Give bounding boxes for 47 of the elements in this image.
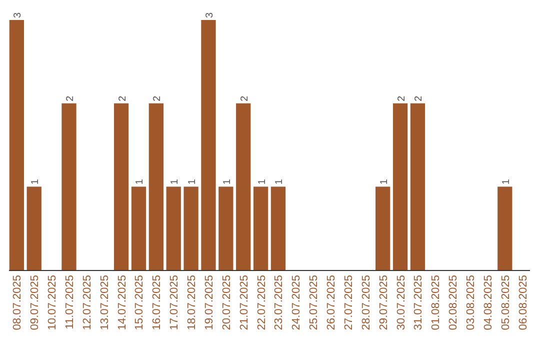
x-tick-label: 25.07.2025 (308, 275, 320, 330)
x-tick-label: 06.08.2025 (517, 275, 530, 330)
x-tick-label: 10.07.2025 (46, 275, 59, 330)
x-tick-label: 04.08.2025 (482, 275, 494, 330)
x-tick-label: 19.07.2025 (203, 275, 216, 330)
x-tick-label: 23.07.2025 (273, 275, 286, 330)
data-label: 1 (274, 178, 286, 185)
x-tick-label: 05.08.2025 (500, 275, 512, 330)
x-tick-label: 29.07.2025 (378, 275, 390, 330)
data-label: 1 (187, 178, 198, 185)
x-tick-label: 14.07.2025 (116, 275, 128, 330)
data-label: 2 (239, 95, 250, 102)
x-tick-label: 01.08.2025 (430, 275, 442, 330)
data-label: 1 (170, 178, 181, 185)
x-tick-label: 18.07.2025 (186, 275, 198, 330)
x-tick-label: 27.07.2025 (342, 275, 355, 330)
x-tick-label: 02.08.2025 (448, 275, 460, 330)
data-label: 2 (117, 95, 128, 102)
data-label: 1 (256, 178, 268, 185)
x-tick-label: 08.07.2025 (12, 275, 24, 330)
data-label: 1 (134, 178, 146, 185)
data-label: 2 (152, 95, 164, 102)
data-label: 1 (378, 178, 390, 185)
x-tick-label: 30.07.2025 (395, 275, 408, 330)
x-tick-label: 20.07.2025 (220, 275, 233, 330)
x-tick-label: 28.07.2025 (360, 275, 372, 330)
x-tick-label: 13.07.2025 (98, 275, 111, 330)
x-tick-label: 31.07.2025 (412, 275, 425, 330)
x-tick-label: 21.07.2025 (238, 275, 250, 330)
x-tick-label: 22.07.2025 (256, 275, 268, 330)
data-label: 3 (12, 12, 24, 18)
data-label: 2 (396, 95, 408, 102)
x-tick-label: 24.07.2025 (290, 275, 303, 330)
x-tick-label: 17.07.2025 (168, 275, 181, 330)
data-label: 1 (30, 178, 42, 185)
data-label: 1 (222, 178, 233, 185)
x-tick-label: 26.07.2025 (326, 275, 338, 330)
data-label: 3 (204, 12, 216, 18)
x-tick-label: 12.07.2025 (81, 275, 94, 330)
data-label: 1 (500, 178, 512, 185)
x-tick-label: 03.08.2025 (465, 275, 478, 330)
x-tick-label: 16.07.2025 (151, 275, 164, 330)
data-label: 2 (64, 95, 76, 102)
data-label: 2 (414, 95, 425, 102)
x-tick-label: 15.07.2025 (134, 275, 146, 330)
x-tick-label: 11.07.2025 (64, 275, 76, 330)
x-tick-label: 09.07.2025 (29, 275, 42, 330)
